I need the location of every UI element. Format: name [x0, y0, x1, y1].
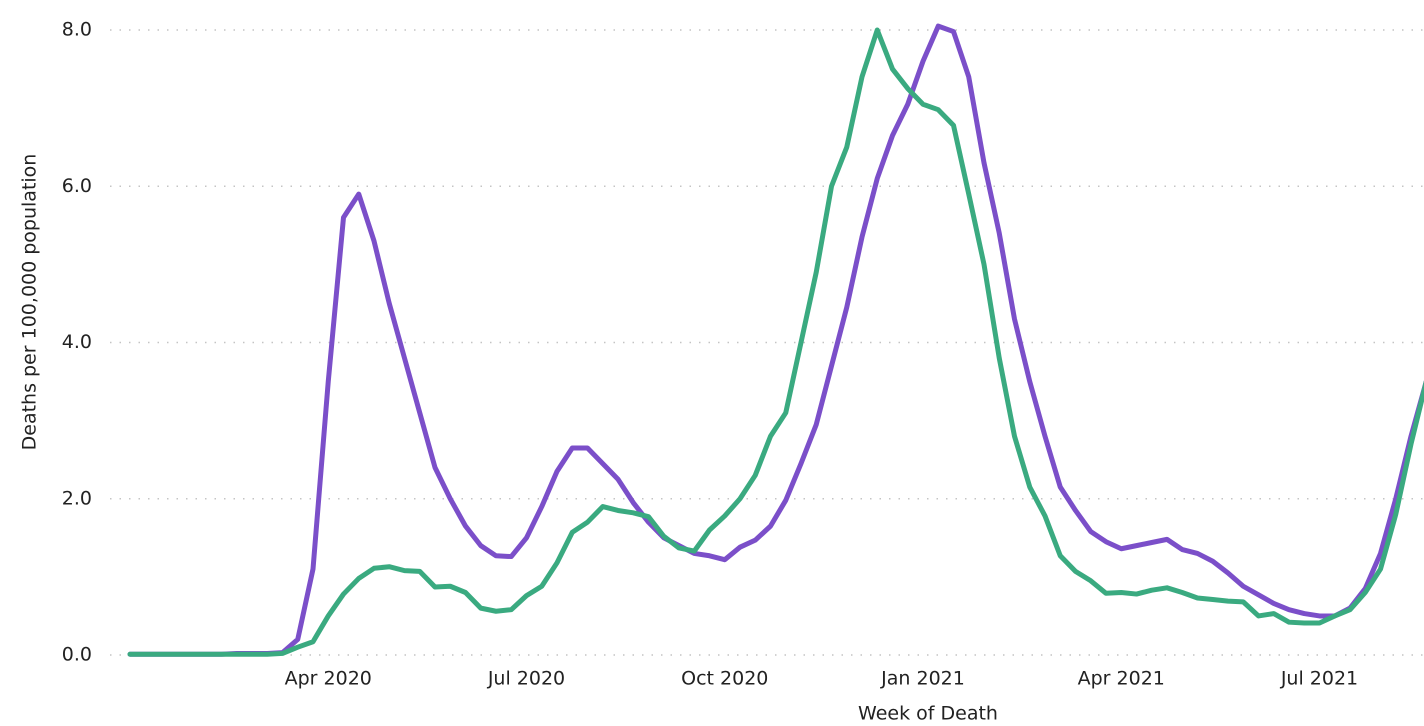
x-tick-label: Jul 2020: [487, 668, 565, 690]
x-tick-label: Apr 2020: [285, 668, 372, 690]
x-tick-label: Apr 2021: [1078, 668, 1165, 690]
y-tick-label: 8.0: [62, 19, 92, 41]
x-tick-label: Jan 2021: [880, 668, 965, 690]
x-axis-label: Week of Death: [858, 703, 998, 725]
x-tick-label: Jul 2021: [1280, 668, 1358, 690]
data-line: [127, 27, 1424, 657]
y-tick-label: 4.0: [62, 331, 92, 353]
data-line: [127, 23, 1424, 657]
y-tick-label: 0.0: [62, 644, 92, 666]
y-tick-label: 2.0: [62, 487, 92, 509]
y-tick-label: 6.0: [62, 175, 92, 197]
y-axis-label: Deaths per 100,000 population: [19, 154, 41, 451]
x-tick-label: Oct 2020: [681, 668, 768, 690]
